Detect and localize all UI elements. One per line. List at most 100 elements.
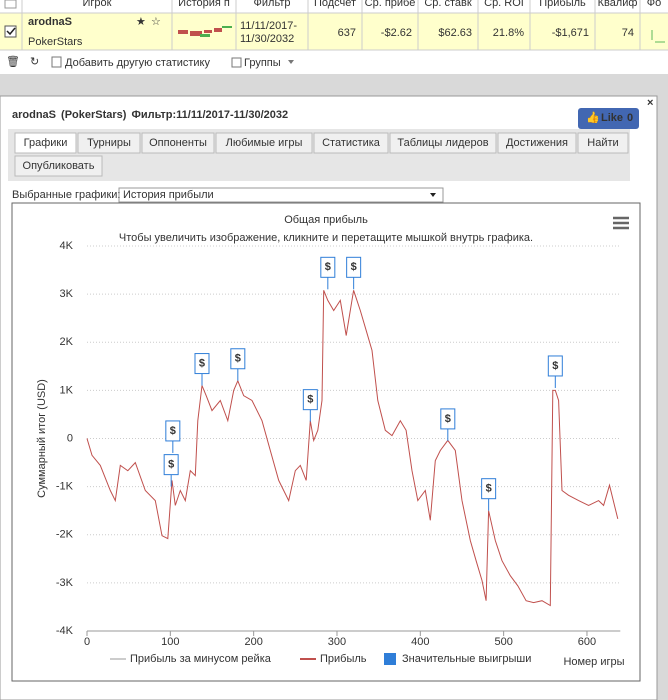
chart-select[interactable] (118, 187, 444, 203)
select-label: Выбранные графики: (12, 189, 120, 201)
tab[interactable] (497, 132, 577, 154)
filter-text: 11/30/2032 (240, 33, 294, 45)
flag[interactable] (346, 256, 362, 278)
tab[interactable] (577, 132, 629, 154)
flag[interactable] (194, 353, 210, 375)
close-button[interactable]: × (647, 97, 653, 109)
tab-label[interactable]: Оппоненты (149, 137, 207, 149)
add-stat-link[interactable]: Добавить другую статистику (65, 57, 210, 69)
sparkline (178, 28, 222, 36)
flag[interactable] (320, 256, 336, 278)
flag[interactable] (440, 408, 456, 430)
refresh-icon[interactable]: ↻ (30, 56, 39, 68)
star-icon[interactable]: ☆ (151, 16, 161, 28)
favorite-icon[interactable]: ★ (136, 16, 146, 28)
flag[interactable] (165, 420, 181, 442)
flag[interactable] (547, 355, 563, 377)
table-row (0, 13, 668, 50)
panel-title[interactable]: PokerStars (65, 109, 123, 121)
x-tick-label: 200 (244, 636, 262, 648)
x-tick-label: 400 (411, 636, 429, 648)
select-arrow (430, 193, 436, 197)
flag[interactable] (481, 478, 497, 500)
flag[interactable] (230, 348, 246, 370)
flag-label: $ (170, 425, 176, 437)
cell: -$2.62 (381, 27, 412, 39)
tab-label[interactable]: Таблицы лидеров (397, 137, 488, 149)
flag-label: $ (307, 394, 313, 406)
groups-link[interactable]: Группы (244, 57, 281, 69)
tab[interactable] (14, 132, 77, 154)
like-count: 0 (627, 112, 633, 124)
y-tick-label: -3K (56, 577, 74, 589)
chart-menu[interactable] (613, 216, 629, 230)
column-header[interactable]: Игрок (83, 0, 112, 9)
row-checkbox[interactable] (4, 25, 17, 38)
tab[interactable] (77, 132, 141, 154)
legend-label[interactable]: Прибыль (320, 653, 367, 665)
panel-title: ( (61, 109, 65, 121)
column-header[interactable]: Фильтр (254, 0, 291, 9)
like-icon: 👍 (586, 111, 600, 124)
flag-label: $ (552, 360, 558, 372)
column-header[interactable]: Ср. ставк (424, 0, 472, 9)
tab-label[interactable]: Графики (24, 137, 68, 149)
flag[interactable] (302, 389, 318, 411)
tab-label[interactable]: Достижения (506, 137, 568, 149)
tab-label[interactable]: Любимые игры (226, 137, 303, 149)
column-header[interactable]: Подсчет (314, 0, 356, 9)
tab[interactable] (215, 132, 313, 154)
flag-label: $ (325, 261, 331, 273)
y-tick-label: 2K (60, 336, 74, 348)
tab[interactable] (141, 132, 215, 154)
tab[interactable] (313, 132, 389, 154)
panel-title: Фильтр:11/11/2017-11/30/2032 (131, 109, 288, 121)
tab-label[interactable]: Найти (587, 137, 618, 149)
x-axis-label: Номер игры (563, 656, 624, 668)
player-name[interactable]: arodnaS (28, 16, 72, 28)
flag-label: $ (445, 413, 451, 425)
mini-chart (651, 30, 665, 43)
delete-icon[interactable]: 🗑 (6, 55, 20, 68)
cell: 21.8% (493, 27, 524, 39)
flag-label: $ (168, 459, 174, 471)
column-header[interactable]: Фо (647, 0, 661, 9)
legend-label[interactable]: Прибыль за минусом рейка (130, 653, 272, 665)
filter-text: 11/11/2017- (240, 20, 297, 32)
tab-label[interactable]: Турниры (87, 137, 131, 149)
chart-title: Общая прибыль (284, 214, 368, 226)
cell: -$1,671 (552, 27, 589, 39)
y-tick-label: 1K (60, 384, 74, 396)
y-tick-label: 3K (60, 288, 74, 300)
tab-label[interactable]: Опубликовать (23, 160, 95, 172)
cell: 74 (622, 27, 634, 39)
header-checkbox[interactable] (4, 0, 17, 9)
flag-label: $ (199, 357, 205, 369)
y-tick-label: -4K (56, 625, 74, 637)
cell: 637 (338, 27, 356, 39)
like-button[interactable] (578, 108, 639, 129)
y-axis-label: Суммарный итог (USD) (36, 379, 48, 498)
flag-label: $ (486, 483, 492, 495)
tab[interactable] (389, 132, 497, 154)
column-header[interactable]: Квалиф (598, 0, 638, 9)
column-header[interactable]: Ср. ROI (484, 0, 524, 9)
column-header[interactable]: Прибыль (539, 0, 586, 9)
legend-label[interactable]: Значительные выигрыши (402, 653, 531, 665)
column-header[interactable]: Ср. прибе (365, 0, 416, 9)
like-label: Like (601, 112, 623, 124)
column-header[interactable]: История п (178, 0, 230, 9)
add-icon (51, 56, 62, 68)
tab[interactable] (14, 155, 103, 177)
dropdown-arrow (288, 60, 294, 64)
flag[interactable] (163, 454, 179, 476)
y-tick-label: -1K (56, 481, 74, 493)
panel-title: ) (123, 109, 127, 121)
legend-swatch[interactable] (384, 653, 396, 665)
profit-line (86, 290, 619, 607)
x-tick-label: 500 (494, 636, 512, 648)
tab-label[interactable]: Статистика (322, 137, 381, 149)
flag-label: $ (351, 261, 357, 273)
y-tick-label: -2K (56, 529, 74, 541)
